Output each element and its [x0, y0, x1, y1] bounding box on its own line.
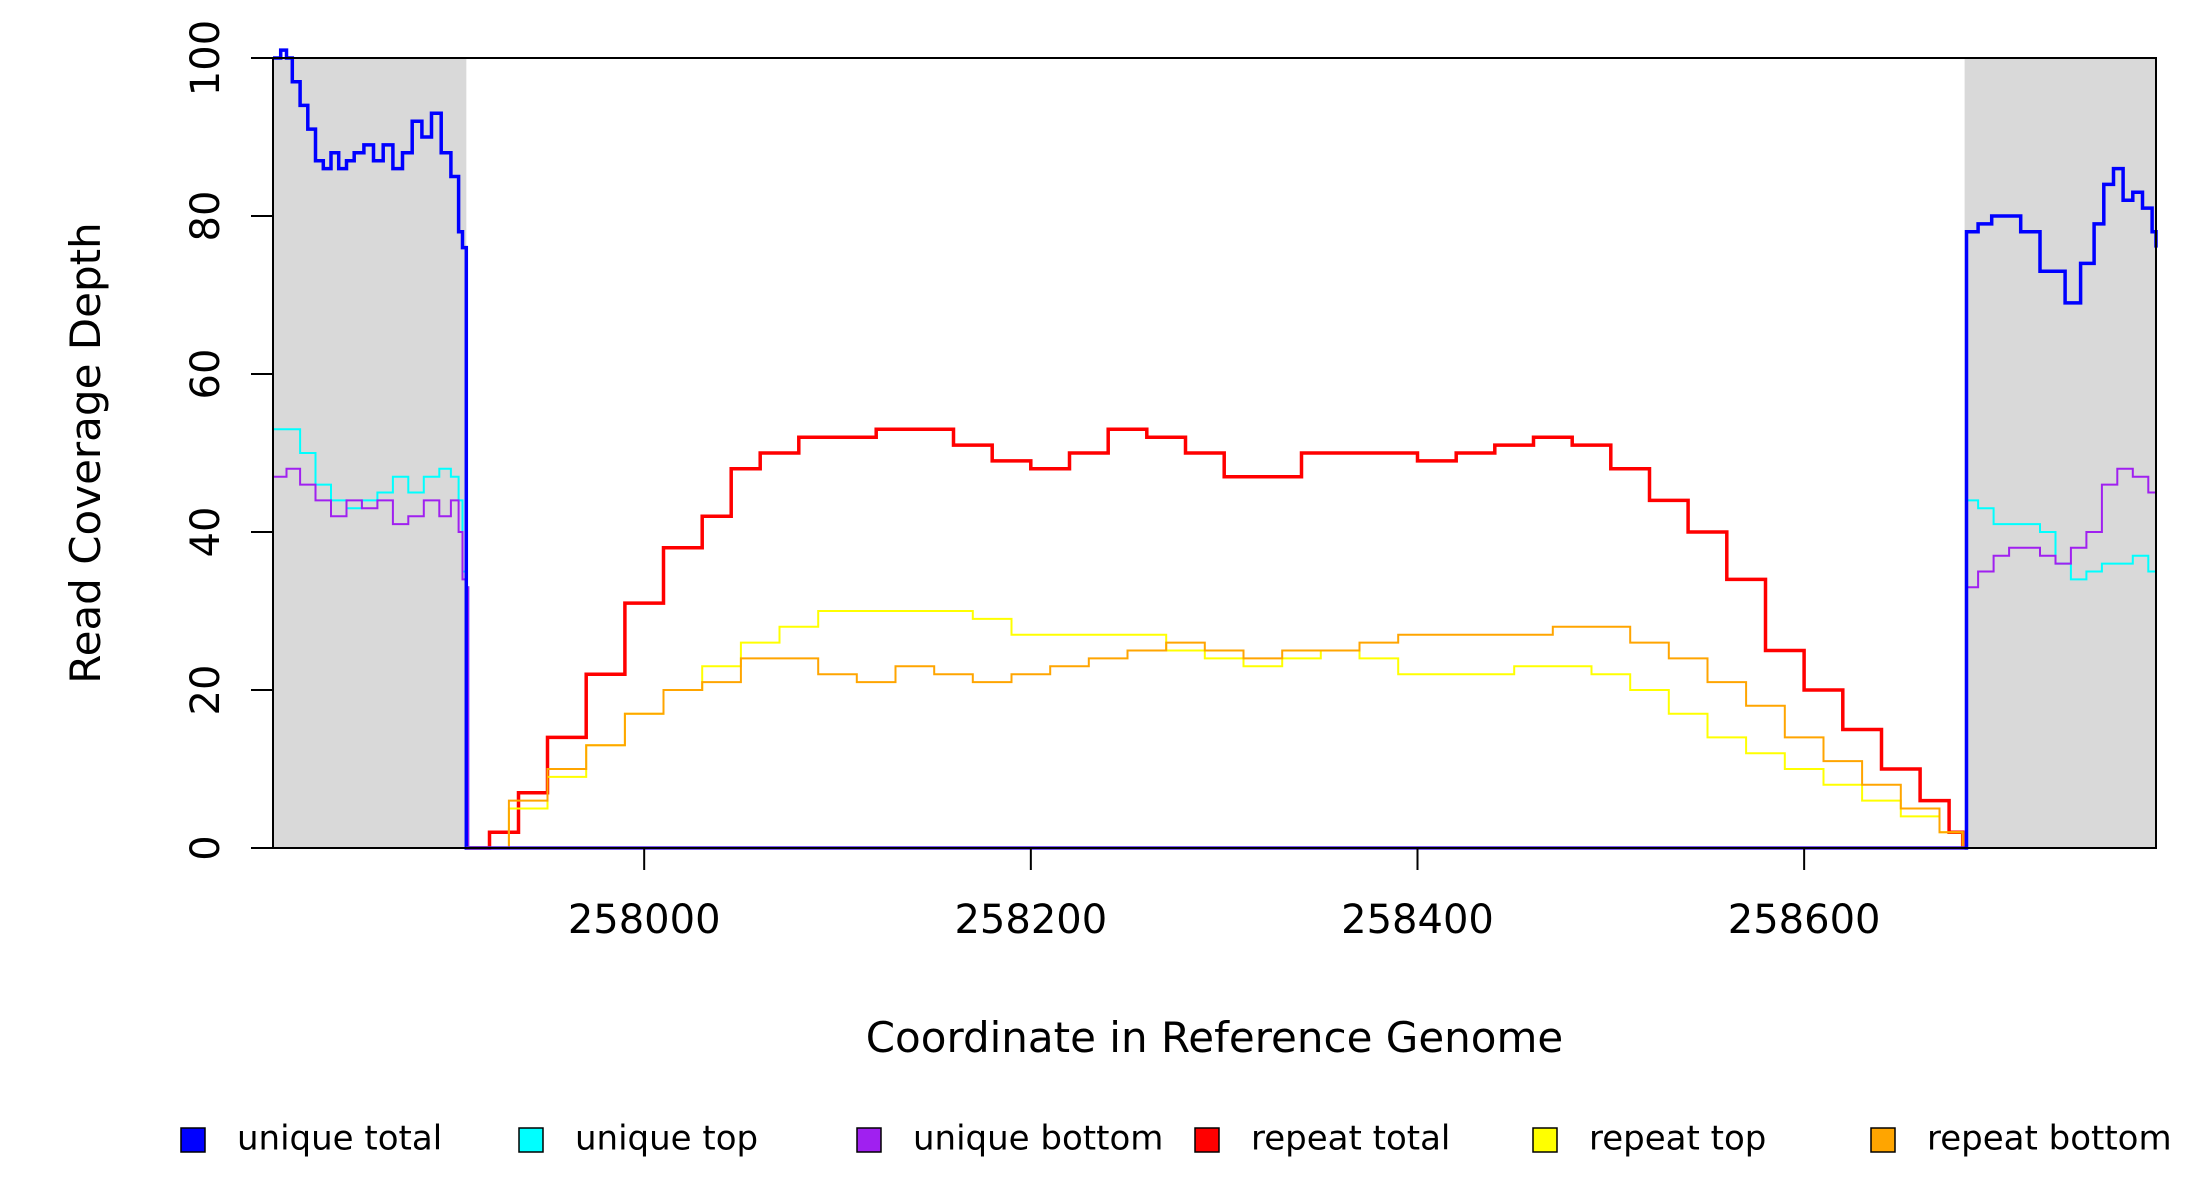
series-line-repeat-total: [466, 427, 1965, 850]
y-tick-label: 0: [183, 835, 229, 860]
legend-label-repeat-total: repeat total: [1251, 1119, 1450, 1159]
legend-label-unique-top: unique top: [575, 1119, 758, 1159]
x-tick-label: 258400: [1341, 897, 1494, 943]
y-axis-title: Read Coverage Depth: [61, 222, 110, 683]
legend-swatch-unique-top: [518, 1127, 544, 1153]
y-tick-label: 60: [183, 349, 229, 400]
x-tick-label: 258000: [568, 897, 721, 943]
legend-label-unique-bottom: unique bottom: [913, 1119, 1163, 1159]
plot-frame: [272, 57, 2157, 849]
legend-label-repeat-top: repeat top: [1589, 1119, 1766, 1159]
y-tick-label: 20: [183, 665, 229, 716]
x-tick-label: 258600: [1728, 897, 1881, 943]
x-axis-title: Coordinate in Reference Genome: [866, 1013, 1564, 1062]
legend-label-unique-total: unique total: [237, 1119, 442, 1159]
x-tick-label: 258200: [954, 897, 1107, 943]
y-tick-label: 80: [183, 191, 229, 242]
shaded-region-2: [1964, 58, 2156, 848]
series-line-repeat-top: [466, 610, 1964, 849]
legend-swatch-unique-bottom: [856, 1127, 882, 1153]
series-line-unique-total: [273, 48, 2158, 850]
legend-swatch-repeat-top: [1532, 1127, 1558, 1153]
legend: unique total unique top unique bottom repea…: [180, 1119, 2172, 1159]
y-tick-label: 100: [183, 20, 229, 96]
legend-swatch-repeat-total: [1194, 1127, 1220, 1153]
series-line-repeat-bottom: [466, 625, 1964, 849]
legend-swatch-unique-total: [180, 1127, 206, 1153]
y-tick-label: 40: [183, 507, 229, 558]
legend-swatch-repeat-bottom: [1870, 1127, 1896, 1153]
legend-label-repeat-bottom: repeat bottom: [1927, 1119, 2172, 1159]
